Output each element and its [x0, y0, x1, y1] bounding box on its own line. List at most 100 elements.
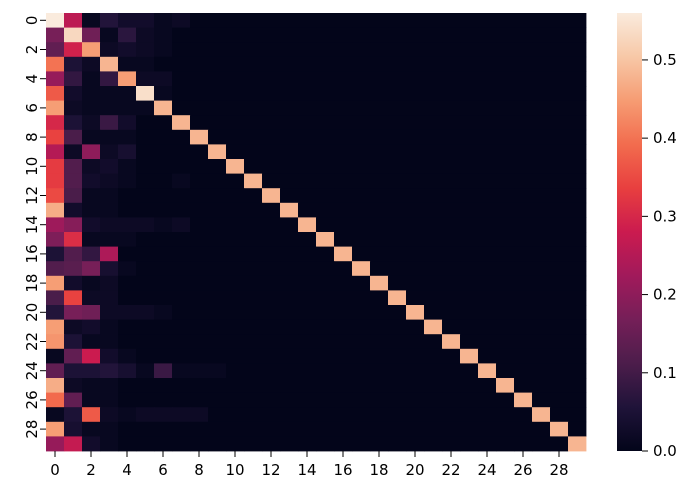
heatmap-cell	[550, 159, 569, 174]
heatmap-cell	[568, 334, 587, 350]
heatmap-cell	[226, 129, 245, 145]
heatmap-cell	[82, 392, 101, 408]
heatmap-cell	[442, 173, 461, 189]
heatmap-cell	[154, 319, 173, 335]
heatmap-cell	[226, 202, 245, 218]
heatmap-cell	[298, 188, 317, 204]
heatmap-cell	[532, 407, 551, 423]
heatmap-cell	[208, 232, 227, 247]
heatmap-cell	[514, 246, 533, 262]
heatmap-cell	[550, 86, 569, 101]
heatmap-cell	[64, 348, 83, 364]
heatmap-cell	[100, 159, 119, 174]
heatmap-cell	[46, 13, 65, 28]
heatmap-cell	[82, 275, 101, 291]
heatmap-cell	[46, 319, 65, 335]
y-tick-label: 0	[23, 16, 41, 26]
heatmap-cell	[172, 129, 191, 145]
heatmap-cell	[172, 246, 191, 262]
heatmap-cell	[460, 363, 479, 379]
heatmap-cell	[208, 290, 227, 306]
heatmap-cell	[280, 392, 299, 408]
heatmap-cell	[568, 392, 587, 408]
heatmap-cell	[424, 421, 443, 437]
heatmap-cell	[46, 42, 65, 58]
heatmap-cell	[496, 378, 515, 393]
heatmap-cell	[82, 363, 101, 379]
heatmap-cell	[154, 71, 173, 87]
heatmap-cell	[262, 378, 281, 393]
heatmap-cell	[514, 378, 533, 393]
heatmap-cell	[208, 319, 227, 335]
heatmap-cell	[406, 407, 425, 423]
heatmap-cell	[496, 13, 515, 28]
heatmap-cell	[460, 378, 479, 393]
heatmap-cell	[172, 144, 191, 160]
heatmap-cell	[100, 56, 119, 72]
y-tick-label: 20	[23, 303, 41, 322]
heatmap-cell	[442, 421, 461, 437]
heatmap-cell	[514, 42, 533, 58]
heatmap-cell	[424, 13, 443, 28]
heatmap-cell	[244, 42, 263, 58]
heatmap-cell	[190, 436, 209, 452]
heatmap-cell	[262, 13, 281, 28]
heatmap-cell	[262, 348, 281, 364]
heatmap-cell	[532, 305, 551, 320]
heatmap-cell	[46, 436, 65, 452]
heatmap-cell	[208, 173, 227, 189]
heatmap-cell	[280, 348, 299, 364]
heatmap-cell	[82, 56, 101, 72]
heatmap-cell	[208, 86, 227, 101]
heatmap-cell	[298, 378, 317, 393]
heatmap-cell	[226, 56, 245, 72]
heatmap-cell	[244, 173, 263, 189]
heatmap-cell	[478, 436, 497, 452]
heatmap-cell	[154, 56, 173, 72]
heatmap-cell	[244, 144, 263, 160]
heatmap-cell	[118, 56, 137, 72]
heatmap-cell	[136, 334, 155, 350]
heatmap-cell	[118, 27, 137, 43]
heatmap-cell	[280, 202, 299, 218]
heatmap-cell	[478, 334, 497, 350]
heatmap-cell	[478, 305, 497, 320]
heatmap-cell	[334, 129, 353, 145]
heatmap-cell	[46, 188, 65, 204]
x-tick-label: 16	[333, 461, 352, 479]
heatmap-cell	[550, 56, 569, 72]
heatmap-cell	[82, 305, 101, 320]
heatmap-cell	[64, 378, 83, 393]
heatmap-cell	[118, 378, 137, 393]
heatmap-cell	[82, 421, 101, 437]
heatmap-cell	[334, 13, 353, 28]
heatmap-cell	[172, 421, 191, 437]
heatmap-cell	[370, 363, 389, 379]
heatmap-cell	[334, 407, 353, 423]
heatmap-cell	[118, 246, 137, 262]
heatmap-cell	[550, 421, 569, 437]
x-tick-label: 8	[194, 461, 204, 479]
heatmap-cell	[550, 115, 569, 131]
heatmap-cell	[298, 261, 317, 277]
heatmap-cell	[424, 334, 443, 350]
heatmap-cell	[64, 202, 83, 218]
heatmap-cell	[280, 421, 299, 437]
heatmap-cell	[370, 421, 389, 437]
heatmap-cell	[100, 392, 119, 408]
heatmap-cell	[100, 421, 119, 437]
heatmap-cell	[172, 86, 191, 101]
heatmap-cell	[442, 115, 461, 131]
heatmap-cell	[334, 144, 353, 160]
heatmap-cell	[208, 305, 227, 320]
heatmap-cell	[100, 115, 119, 131]
heatmap-cell	[424, 363, 443, 379]
heatmap-cell	[406, 232, 425, 247]
x-tick-label: 18	[369, 461, 388, 479]
heatmap-cell	[370, 100, 389, 116]
heatmap-cell	[568, 261, 587, 277]
heatmap-cell	[334, 217, 353, 233]
heatmap-cell	[136, 319, 155, 335]
heatmap-cell	[172, 436, 191, 452]
heatmap-cell	[388, 290, 407, 306]
